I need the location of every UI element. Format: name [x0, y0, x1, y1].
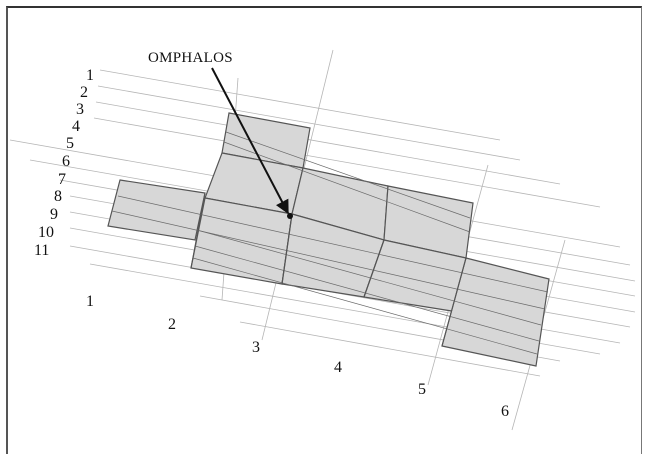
omphalos-point [287, 213, 293, 219]
row-label-10: 10 [38, 224, 54, 241]
grid-line-row-1 [99, 69, 501, 141]
column-label-6: 6 [501, 403, 509, 420]
omphalos-arrow [211, 67, 289, 215]
row-label-11: 11 [34, 242, 49, 259]
block-col1-center [107, 179, 206, 241]
omphalos-label: OMPHALOS [148, 50, 233, 66]
column-label-4: 4 [334, 359, 342, 376]
row-label-4: 4 [72, 118, 80, 135]
grid-line-row-14 [239, 321, 541, 377]
row-label-2: 2 [80, 84, 88, 101]
column-labels: 1 2 3 4 5 6 [86, 293, 509, 420]
row-label-3: 3 [76, 101, 84, 118]
column-label-2: 2 [168, 316, 176, 333]
block-divider-lines [190, 192, 467, 347]
column-label-1: 1 [86, 293, 94, 310]
row-labels: 1 2 3 4 5 6 7 8 9 10 11 [34, 67, 94, 259]
row-label-9: 9 [50, 206, 58, 223]
block-interior-lines [111, 131, 549, 355]
row-label-6: 6 [62, 153, 70, 170]
grid-line-row-3 [95, 101, 561, 185]
row-label-5: 5 [66, 135, 74, 152]
column-label-3: 3 [252, 339, 260, 356]
column-label-5: 5 [418, 381, 426, 398]
row-label-7: 7 [58, 171, 66, 188]
block-col2-lower [190, 197, 293, 285]
row-label-1: 1 [86, 67, 94, 84]
grid-line-row-4 [93, 117, 601, 208]
grid-line-row-2 [97, 85, 521, 161]
row-label-8: 8 [54, 188, 62, 205]
